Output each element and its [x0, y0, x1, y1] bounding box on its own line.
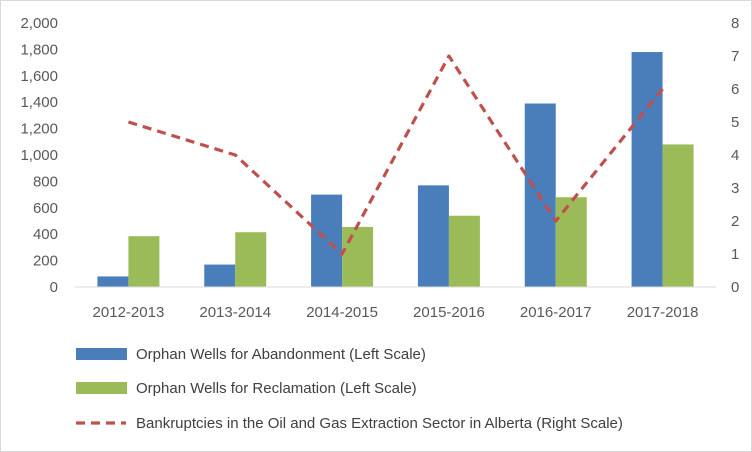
right-tick-label: 6 — [731, 81, 739, 98]
legend-label: Orphan Wells for Reclamation (Left Scale… — [136, 380, 417, 397]
bar — [311, 194, 343, 287]
category-label: 2014-2015 — [306, 304, 378, 321]
right-tick-label: 7 — [731, 48, 739, 65]
left-tick-label: 400 — [33, 226, 58, 243]
bar — [448, 215, 480, 287]
bar — [417, 185, 449, 287]
right-tick-label: 5 — [731, 114, 739, 131]
right-tick-label: 2 — [731, 213, 739, 230]
bar — [235, 232, 267, 287]
right-tick-label: 0 — [731, 279, 739, 296]
right-tick-label: 1 — [731, 246, 739, 263]
legend-label: Orphan Wells for Abandonment (Left Scale… — [136, 346, 426, 363]
left-tick-label: 1,000 — [20, 147, 58, 164]
bar — [555, 197, 587, 287]
legend-swatch — [76, 348, 127, 360]
left-tick-label: 1,600 — [20, 68, 58, 85]
category-label: 2017-2018 — [627, 304, 699, 321]
bar-series — [97, 52, 694, 288]
legend-label: Bankruptcies in the Oil and Gas Extracti… — [136, 415, 623, 432]
line-series — [127, 54, 664, 256]
bar — [662, 144, 694, 287]
right-tick-label: 8 — [731, 15, 739, 32]
right-axis: 0 1 2 3 4 5 6 7 8 — [731, 15, 739, 296]
left-tick-label: 1,800 — [20, 41, 58, 58]
category-label: 2016-2017 — [520, 304, 592, 321]
bar — [128, 236, 160, 287]
left-tick-label: 0 — [50, 279, 58, 296]
left-tick-label: 600 — [33, 200, 58, 217]
left-axis: 0 200 400 600 800 1,000 1,200 1,400 1,600 1,800 2,… — [20, 15, 58, 296]
legend: Orphan Wells for Abandonment (Left Scale… — [76, 346, 623, 432]
left-tick-label: 200 — [33, 253, 58, 270]
bar — [97, 276, 129, 287]
left-tick-label: 1,400 — [20, 94, 58, 111]
line-series-path — [127, 54, 664, 256]
bar — [631, 52, 663, 287]
category-label: 2013-2014 — [199, 304, 271, 321]
right-tick-label: 4 — [731, 147, 739, 164]
legend-swatch — [76, 382, 127, 394]
category-label: 2012-2013 — [93, 304, 165, 321]
x-axis: 2012-2013 2013-2014 2014-2015 2015-2016 2016… — [93, 304, 699, 321]
left-tick-label: 800 — [33, 173, 58, 190]
bar — [342, 226, 374, 287]
right-tick-label: 3 — [731, 180, 739, 197]
category-label: 2015-2016 — [413, 304, 485, 321]
left-tick-label: 2,000 — [20, 15, 58, 32]
left-tick-label: 1,200 — [20, 121, 58, 138]
bar — [204, 264, 236, 287]
